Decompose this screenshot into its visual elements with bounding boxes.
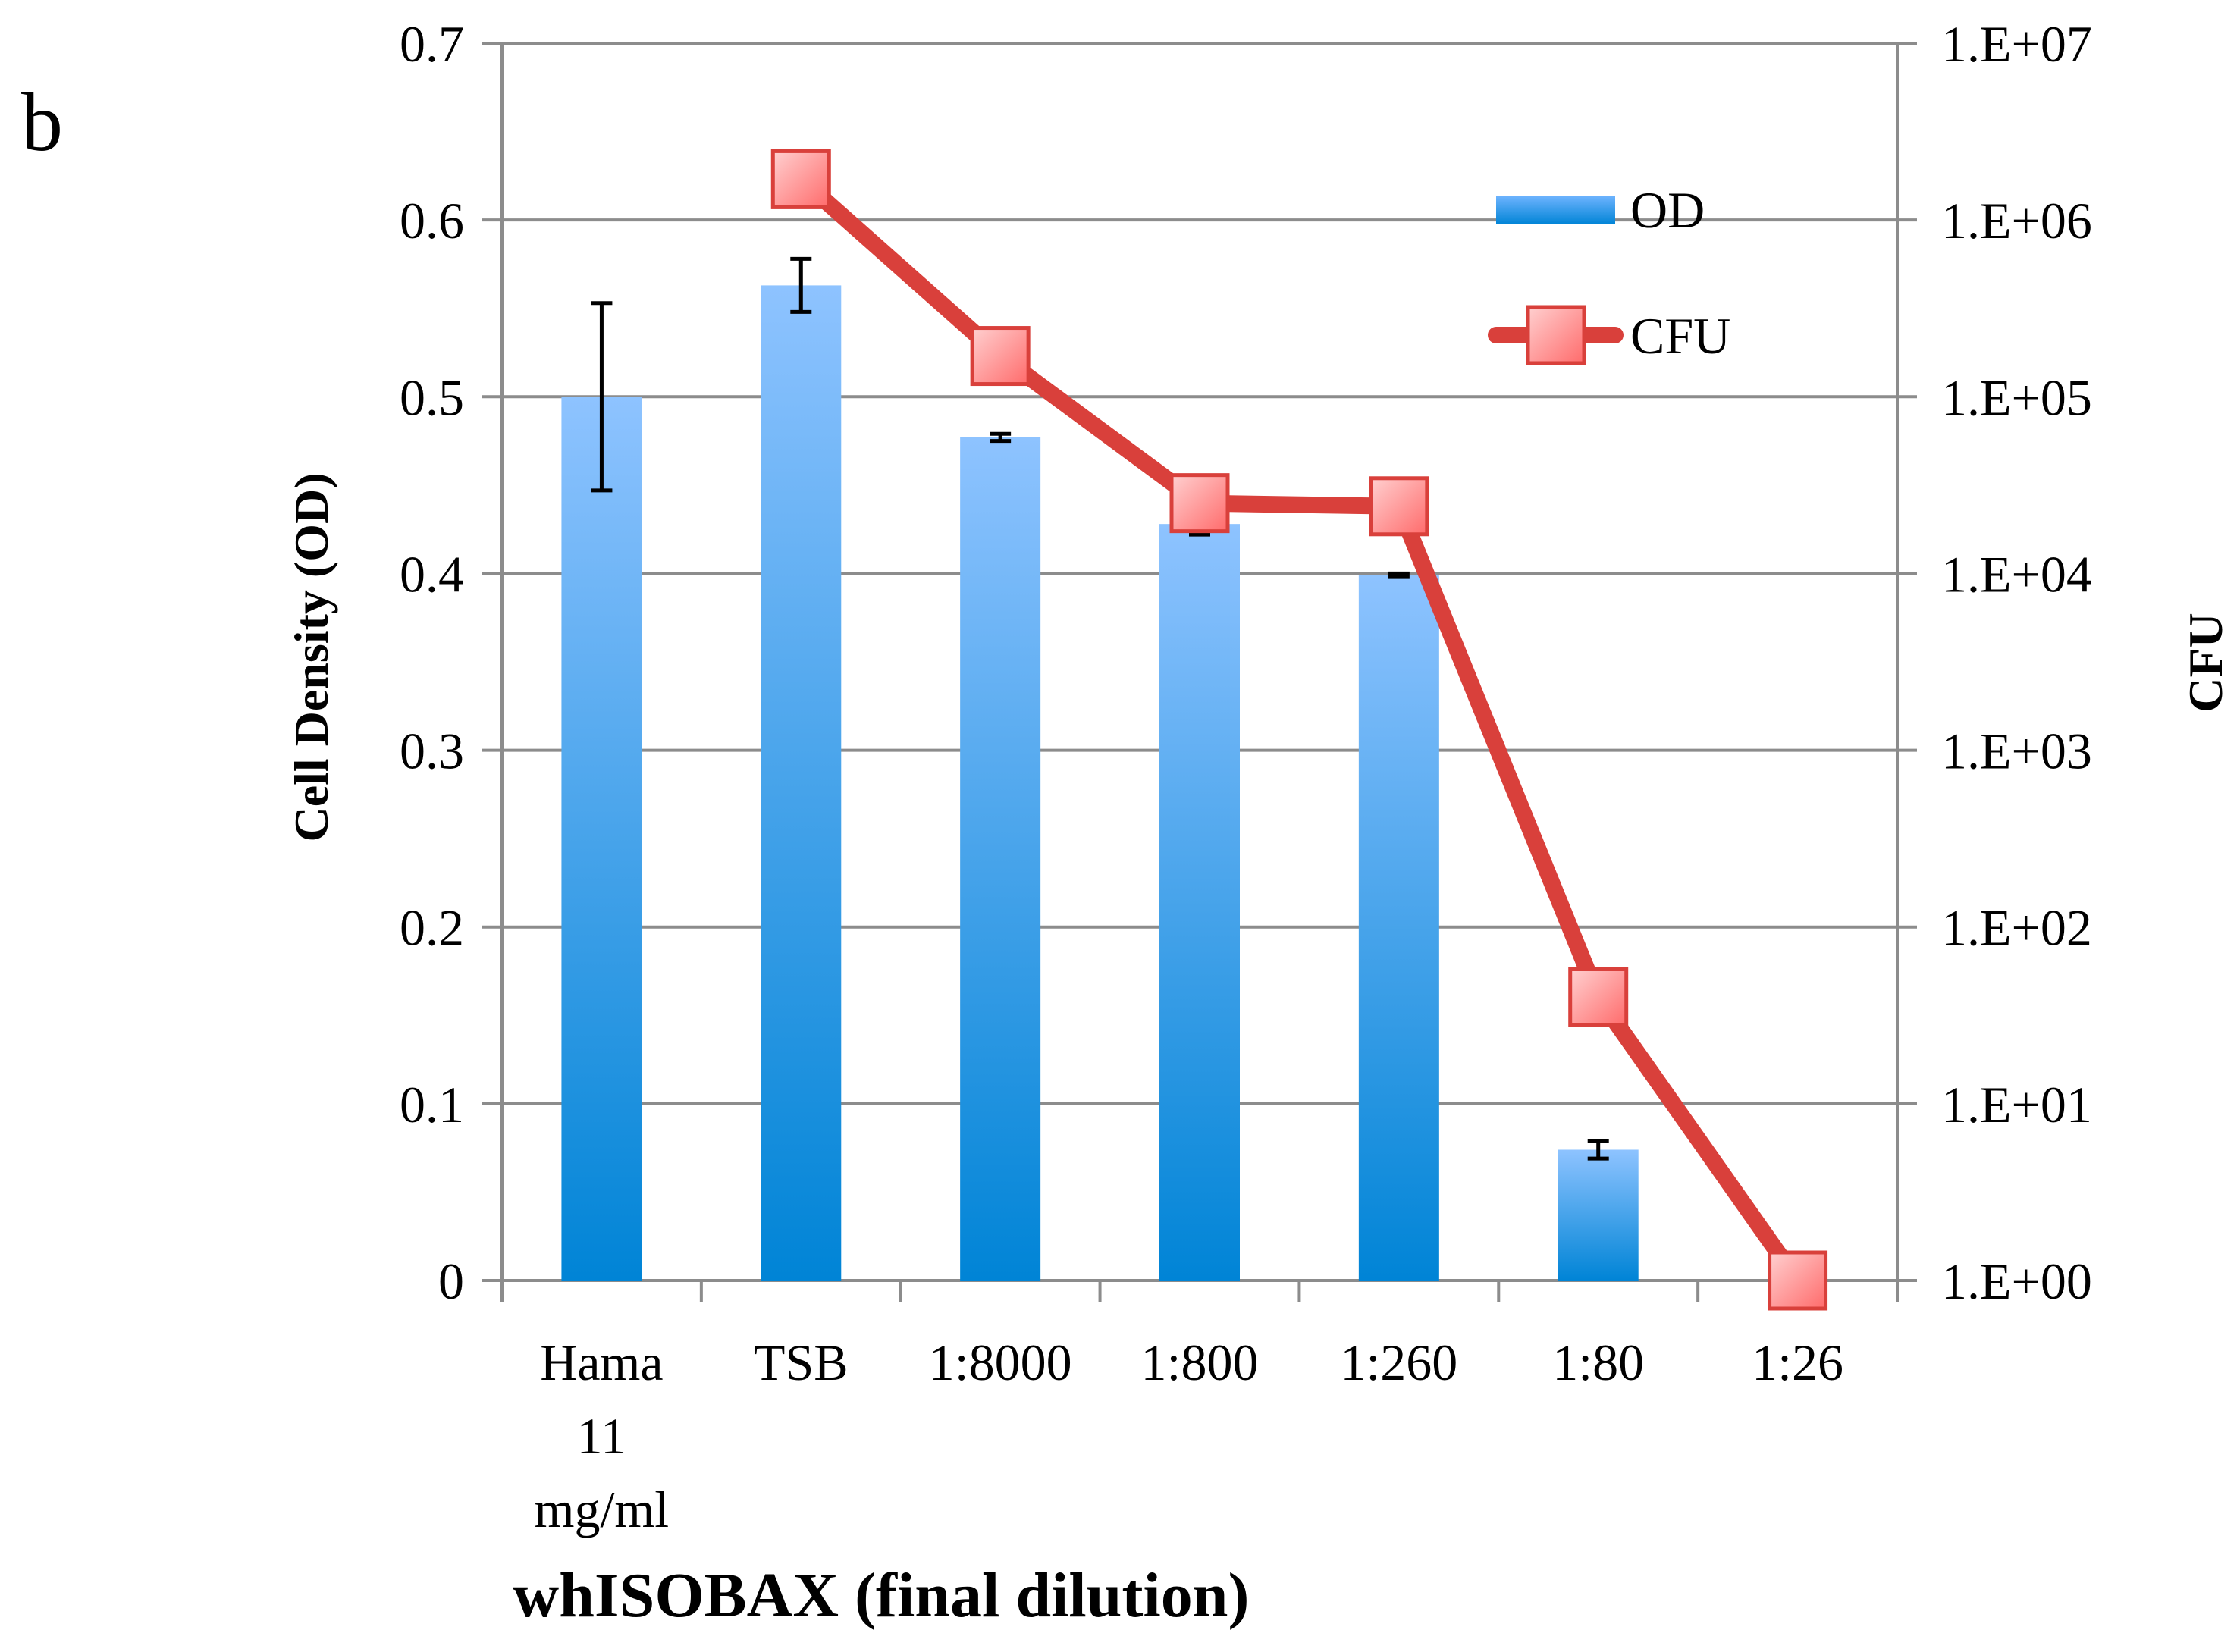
od-bar	[960, 437, 1041, 1281]
x-axis-label: whISOBAX (final dilution)	[513, 1560, 1250, 1631]
legend-swatch-od	[1496, 196, 1615, 224]
od-error-bar	[790, 256, 812, 314]
od-bar	[561, 397, 642, 1281]
y2-tick-label: 1.E+06	[1941, 192, 2092, 249]
x-tick-label: TSB	[754, 1334, 849, 1391]
x-tick-label: 1:8000	[929, 1334, 1072, 1391]
od-bar	[1159, 524, 1240, 1281]
y-tick-label: 0	[438, 1252, 464, 1310]
y-tick-label: 0.5	[400, 368, 464, 426]
legend: OD CFU	[1488, 181, 1730, 365]
y-tick-label: 0.1	[400, 1076, 464, 1133]
y-tick-label: 0.6	[400, 192, 464, 249]
x-tick-label: Hama	[540, 1334, 663, 1391]
cfu-line	[792, 171, 1806, 1289]
cfu-marker	[1568, 967, 1629, 1027]
x-tick-label: mg/ml	[535, 1481, 670, 1538]
cfu-marker	[970, 326, 1031, 387]
y2-tick-label: 1.E+05	[1941, 368, 2092, 426]
cfu-marker	[1169, 473, 1230, 534]
x-tick-label: 1:260	[1340, 1334, 1457, 1391]
cfu-marker	[1768, 1250, 1828, 1311]
y2-axis-label: CFU	[2179, 613, 2232, 713]
od-bars	[561, 285, 1639, 1281]
y-tick-label: 0.4	[400, 545, 464, 603]
legend-marker-cfu	[1526, 305, 1586, 365]
y2-tick-label: 1.E+01	[1941, 1076, 2092, 1133]
y2-tick-label: 1.E+02	[1941, 899, 2092, 957]
x-tick-label: 11	[577, 1407, 626, 1465]
od-bar	[1358, 575, 1439, 1281]
od-error-bars	[591, 256, 1609, 1161]
legend-label-cfu: CFU	[1630, 307, 1730, 365]
od-bar	[761, 285, 842, 1281]
cfu-series	[770, 149, 1828, 1311]
od-error-bar	[591, 301, 613, 493]
x-tick-label: 1:26	[1752, 1334, 1843, 1391]
cfu-marker	[770, 149, 831, 209]
y2-tick-label: 1.E+07	[1941, 15, 2092, 73]
y-axis-label: Cell Density (OD)	[284, 472, 338, 842]
x-tick-label: 1:80	[1552, 1334, 1644, 1391]
x-tick-label: 1:800	[1141, 1334, 1259, 1391]
cfu-marker	[1369, 476, 1429, 537]
od-error-bar	[1587, 1139, 1609, 1161]
y-tick-label: 0.2	[400, 899, 464, 957]
y2-tick-label: 1.E+03	[1941, 723, 2092, 780]
od-error-bar	[1388, 571, 1410, 579]
x-axis-ticks: Hama 11 mg/ml TSB 1:8000 1:800 1:260 1:80 1:26	[535, 1334, 1843, 1538]
panel-label: b	[21, 76, 63, 168]
y2-axis-ticks: 1.E+00 1.E+01 1.E+02 1.E+03 1.E+04 1.E+05 1.E+…	[1897, 15, 2092, 1310]
legend-label-od: OD	[1630, 181, 1705, 239]
od-bar	[1558, 1149, 1639, 1281]
y-axis-ticks: 0 0.1 0.2 0.3 0.4 0.5 0.6 0.7	[400, 15, 502, 1310]
y-tick-label: 0.3	[400, 723, 464, 780]
y-tick-label: 0.7	[400, 15, 464, 73]
axes	[500, 43, 1899, 1302]
y2-tick-label: 1.E+04	[1941, 545, 2092, 603]
od-error-bar	[990, 431, 1012, 444]
y2-tick-label: 1.E+00	[1941, 1252, 2092, 1310]
